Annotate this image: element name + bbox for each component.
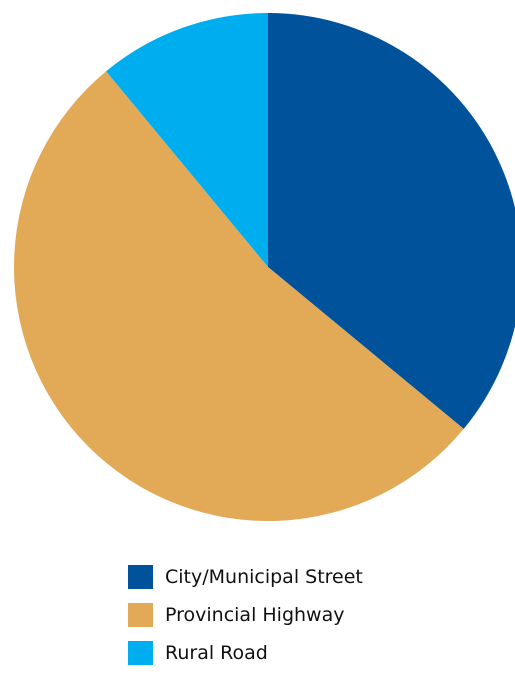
legend-item-provincial-highway: Provincial Highway [128, 596, 363, 634]
legend-swatch-provincial-highway [128, 603, 153, 627]
pie-slice-provincial-highway [14, 71, 464, 521]
pie-slices [14, 13, 515, 521]
pie-slice-rural-road [106, 13, 269, 267]
legend-label-provincial-highway: Provincial Highway [165, 604, 345, 626]
legend-label-city-municipal-street: City/Municipal Street [165, 566, 363, 588]
legend-item-city-municipal-street: City/Municipal Street [128, 558, 363, 596]
legend-item-rural-road: Rural Road [128, 634, 363, 672]
legend-label-rural-road: Rural Road [165, 642, 268, 664]
chart-legend: City/Municipal Street Provincial Highway… [128, 558, 363, 672]
legend-swatch-city-municipal-street [128, 565, 153, 589]
legend-swatch-rural-road [128, 641, 153, 665]
pie-slice-city-municipal-street [268, 13, 515, 429]
